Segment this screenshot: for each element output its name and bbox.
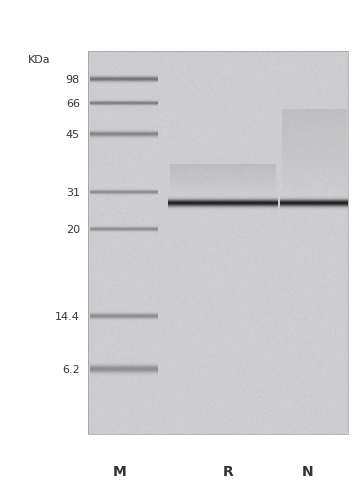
Text: 6.2: 6.2 (62, 364, 80, 374)
Text: R: R (223, 464, 233, 478)
Text: 66: 66 (66, 99, 80, 109)
Text: 31: 31 (66, 188, 80, 197)
Text: KDa: KDa (28, 55, 50, 65)
Text: 98: 98 (66, 75, 80, 85)
Text: M: M (113, 464, 127, 478)
Text: 20: 20 (66, 224, 80, 234)
Text: 14.4: 14.4 (55, 312, 80, 321)
Text: N: N (302, 464, 314, 478)
Bar (88, 52, 348, 434)
Text: 45: 45 (66, 130, 80, 140)
